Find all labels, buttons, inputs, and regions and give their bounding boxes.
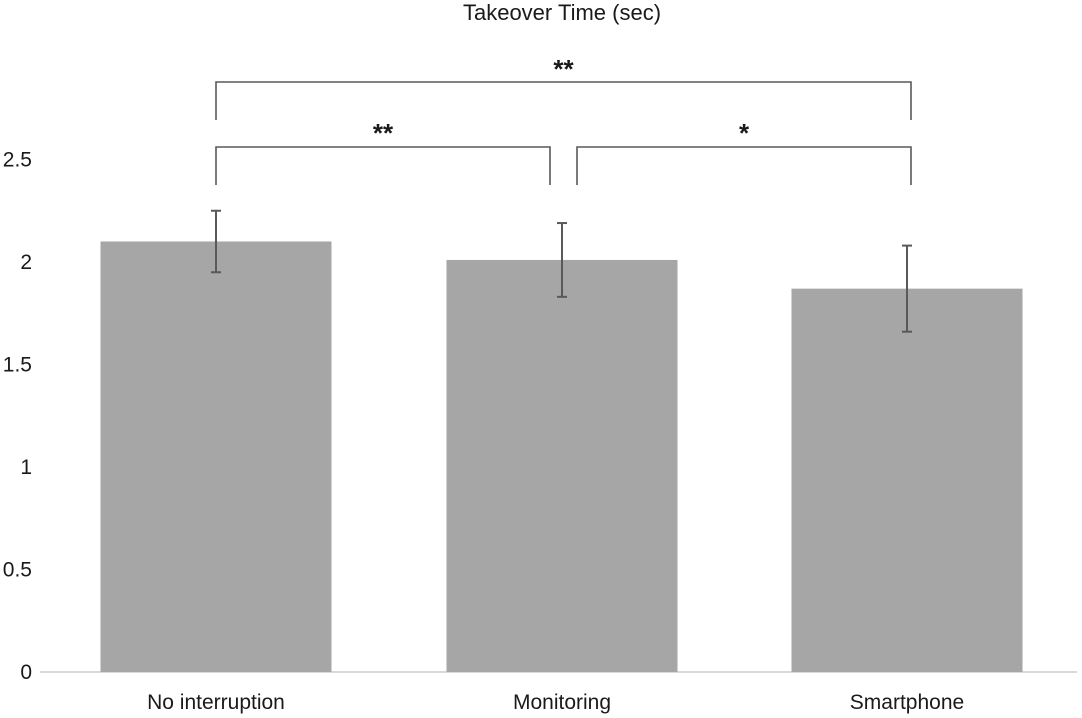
bracket-line xyxy=(215,81,912,120)
y-tick-label: 0.5 xyxy=(3,559,32,582)
chart-title: Takeover Time (sec) xyxy=(463,0,661,25)
significance-bracket: ** xyxy=(215,54,912,120)
x-tick-label: Smartphone xyxy=(850,691,964,714)
significance-label: * xyxy=(739,118,750,148)
y-tick-label: 2 xyxy=(20,251,32,274)
error-bar xyxy=(557,222,567,298)
y-tick-label: 0 xyxy=(20,661,32,684)
bracket-line xyxy=(215,146,551,185)
bracket-line xyxy=(576,146,912,185)
y-tick-label: 2.5 xyxy=(3,149,32,172)
significance-label: ** xyxy=(373,118,394,148)
significance-label: ** xyxy=(553,54,574,84)
bar-no-interruption xyxy=(100,241,332,672)
bar-smartphone xyxy=(791,288,1023,672)
error-bar xyxy=(902,244,912,333)
y-tick-label: 1 xyxy=(20,456,32,479)
significance-bracket: * xyxy=(576,118,912,185)
x-tick-label: Monitoring xyxy=(513,691,611,714)
bar-monitoring xyxy=(446,259,678,672)
x-tick-label: No interruption xyxy=(147,691,285,714)
y-tick-label: 1.5 xyxy=(3,354,32,377)
significance-bracket: ** xyxy=(215,118,551,185)
error-bar xyxy=(211,209,221,274)
